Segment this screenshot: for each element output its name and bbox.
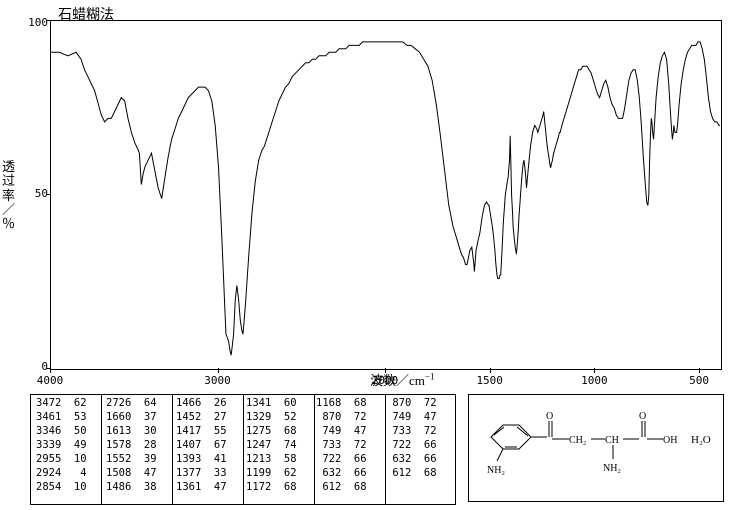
nh2-label: NH₂ bbox=[487, 465, 505, 476]
ir-spectrum-chart bbox=[50, 20, 722, 370]
ytick-100: 100 bbox=[22, 16, 48, 29]
ch2-label: CH₂ bbox=[569, 435, 586, 446]
ch-label: CH bbox=[605, 435, 619, 446]
xtick-label: 1000 bbox=[574, 374, 614, 387]
xtick-mark bbox=[594, 368, 595, 373]
peak-cell: 3346 50 bbox=[36, 425, 98, 437]
peak-cell: 2726 64 bbox=[106, 397, 168, 409]
peak-cell: 1275 68 bbox=[246, 425, 308, 437]
peak-cell: 722 66 bbox=[386, 439, 448, 451]
xtick-mark bbox=[218, 368, 219, 373]
peak-cell: 1172 68 bbox=[246, 481, 308, 493]
o-label: O bbox=[639, 411, 646, 422]
peak-row: 3461 53 1660 37 1452 27 1329 52 870 72 749 … bbox=[31, 411, 455, 424]
peak-cell: 870 72 bbox=[386, 397, 448, 409]
xtick-label: 3000 bbox=[198, 374, 238, 387]
peak-cell: 1578 28 bbox=[106, 439, 168, 451]
nh2-label: NH₂ bbox=[603, 463, 621, 474]
peaks-table: 3472 62 2726 64 1466 26 1341 60 1168 68 870 … bbox=[30, 394, 456, 505]
chemical-structure-box: O CH₂ CH O OH NH₂ NH₂ H₂O bbox=[468, 394, 724, 502]
peak-cell: 2955 10 bbox=[36, 453, 98, 465]
peak-cell: 612 68 bbox=[386, 467, 448, 479]
h2o-label: H₂O bbox=[691, 434, 711, 446]
peak-row: 3339 49 1578 28 1407 67 1247 74 733 72 722 … bbox=[31, 439, 455, 452]
peak-cell: 1199 62 bbox=[246, 467, 308, 479]
oh-label: OH bbox=[663, 435, 677, 446]
peak-row: 3472 62 2726 64 1466 26 1341 60 1168 68 870 … bbox=[31, 397, 455, 410]
peak-row: 3346 50 1613 30 1417 55 1275 68 749 47 733 … bbox=[31, 425, 455, 438]
peak-cell: 1329 52 bbox=[246, 411, 308, 423]
peak-cell: 1341 60 bbox=[246, 397, 308, 409]
peak-cell: 733 72 bbox=[386, 425, 448, 437]
peak-cell: 1508 47 bbox=[106, 467, 168, 479]
peak-cell: 632 66 bbox=[316, 467, 378, 479]
y-axis-label: 透 过 率 ／ ％ bbox=[2, 160, 15, 231]
ytick-mark bbox=[46, 194, 50, 195]
peak-cell: 612 68 bbox=[316, 481, 378, 493]
peak-cell: 1407 67 bbox=[176, 439, 238, 451]
root-container: { "title": "石蜡糊法", "ylabel_parts": ["透",… bbox=[0, 0, 738, 510]
peak-cell: 1213 58 bbox=[246, 453, 308, 465]
peak-cell: 3339 49 bbox=[36, 439, 98, 451]
peak-cell: 1466 26 bbox=[176, 397, 238, 409]
peak-cell: 1613 30 bbox=[106, 425, 168, 437]
peak-cell: 3461 53 bbox=[36, 411, 98, 423]
bottom-panel: 3472 62 2726 64 1466 26 1341 60 1168 68 870 … bbox=[30, 394, 720, 504]
ytick-50: 50 bbox=[22, 187, 48, 200]
peak-cell: 632 66 bbox=[386, 453, 448, 465]
xtick-mark bbox=[699, 368, 700, 373]
peak-cell: 1452 27 bbox=[176, 411, 238, 423]
peak-cell: 722 66 bbox=[316, 453, 378, 465]
peak-cell: 749 47 bbox=[386, 411, 448, 423]
peak-cell: 1393 41 bbox=[176, 453, 238, 465]
peak-row: 2924 4 1508 47 1377 33 1199 62 632 66 612 6… bbox=[31, 467, 455, 480]
peak-cell: 1377 33 bbox=[176, 467, 238, 479]
xtick-mark bbox=[385, 368, 386, 373]
peak-cell: 749 47 bbox=[316, 425, 378, 437]
peak-cell: 870 72 bbox=[316, 411, 378, 423]
peak-row: 2854 10 1486 38 1361 47 1172 68 612 68 bbox=[31, 481, 455, 494]
peak-cell: 1417 55 bbox=[176, 425, 238, 437]
peak-cell: 1486 38 bbox=[106, 481, 168, 493]
peak-cell: 733 72 bbox=[316, 439, 378, 451]
structure-svg: O CH₂ CH O OH NH₂ NH₂ H₂O bbox=[469, 395, 723, 501]
peak-cell: 1660 37 bbox=[106, 411, 168, 423]
xtick-mark bbox=[490, 368, 491, 373]
xtick-mark bbox=[50, 368, 51, 373]
o-label: O bbox=[546, 411, 553, 422]
peak-cell: 1247 74 bbox=[246, 439, 308, 451]
peak-cell: 1361 47 bbox=[176, 481, 238, 493]
spectrum-line-svg bbox=[51, 21, 721, 369]
peak-cell: 3472 62 bbox=[36, 397, 98, 409]
peak-row: 2955 10 1552 39 1393 41 1213 58 722 66 632 … bbox=[31, 453, 455, 466]
peak-cell: 2924 4 bbox=[36, 467, 98, 479]
ytick-mark bbox=[46, 20, 50, 21]
peak-cell: 2854 10 bbox=[36, 481, 98, 493]
xtick-label: 4000 bbox=[30, 374, 70, 387]
ytick-0: 0 bbox=[22, 360, 48, 373]
peak-cell: 1168 68 bbox=[316, 397, 378, 409]
peak-cell: 1552 39 bbox=[106, 453, 168, 465]
xtick-label: 2000 bbox=[365, 374, 405, 387]
xtick-label: 500 bbox=[679, 374, 719, 387]
xtick-label: 1500 bbox=[470, 374, 510, 387]
